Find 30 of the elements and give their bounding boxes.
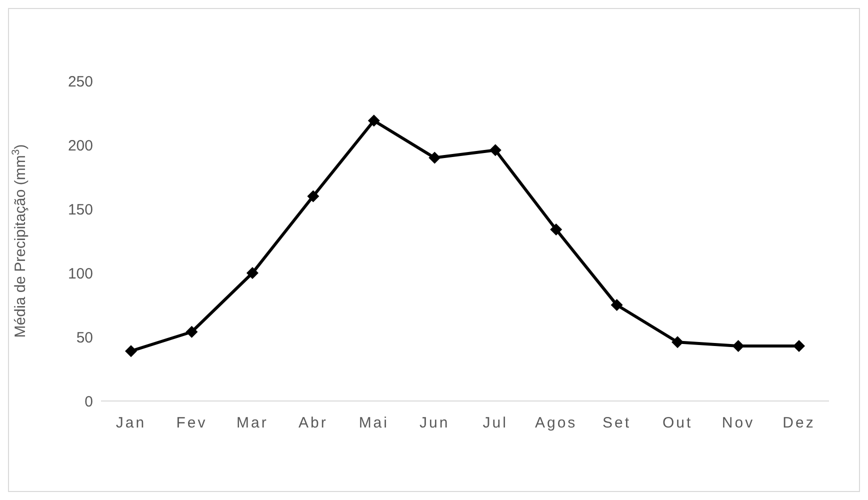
x-tick-label: Jan <box>116 414 146 432</box>
x-tick-label: Mai <box>358 414 389 432</box>
y-tick-label: 250 <box>68 73 93 90</box>
point <box>125 345 137 358</box>
y-tick-label: 150 <box>68 201 93 218</box>
x-tick-label: Jul <box>482 414 508 432</box>
x-tick-label: Set <box>602 414 632 432</box>
x-tick-label: Agos <box>534 414 578 432</box>
x-tick-label: Abr <box>298 414 328 432</box>
y-tick-label: 200 <box>68 137 93 154</box>
point <box>489 144 502 156</box>
point <box>793 340 805 352</box>
y-tick-label: 50 <box>76 329 93 346</box>
point <box>428 152 441 164</box>
x-tick-label: Fev <box>176 414 208 432</box>
point <box>672 336 684 348</box>
x-tick-label: Dez <box>782 414 816 432</box>
point <box>186 326 198 338</box>
x-tick-label: Mar <box>236 414 268 432</box>
point <box>550 223 562 236</box>
y-tick-label: 100 <box>68 265 93 282</box>
point <box>246 267 258 279</box>
point <box>368 114 380 127</box>
point <box>610 299 623 311</box>
x-tick-label: Nov <box>722 414 755 432</box>
y-tick-label: 0 <box>84 393 93 410</box>
x-tick-label: Jun <box>420 414 450 432</box>
x-tick-label: Out <box>662 414 693 432</box>
point <box>307 190 320 202</box>
point <box>732 340 744 352</box>
